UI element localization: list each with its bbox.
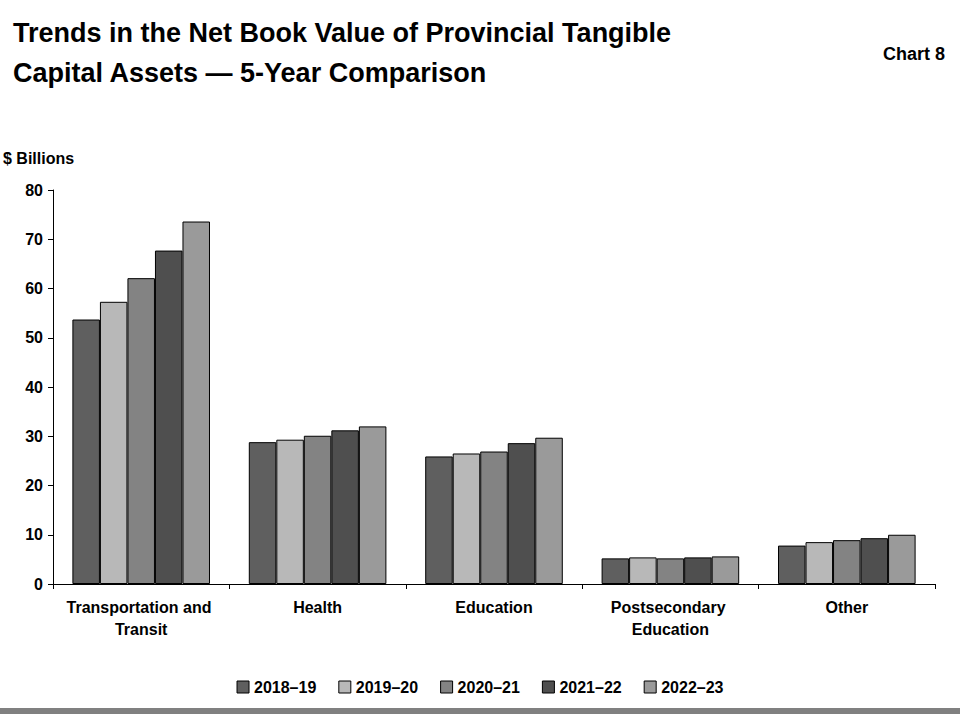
svg-text:0: 0 xyxy=(34,576,43,593)
svg-text:Trends in the Net Book Value o: Trends in the Net Book Value of Provinci… xyxy=(13,18,679,48)
svg-text:30: 30 xyxy=(25,428,43,445)
svg-text:Postsecondary: Postsecondary xyxy=(611,599,730,616)
svg-text:Other: Other xyxy=(825,599,868,616)
svg-text:$ Billions: $ Billions xyxy=(3,150,74,167)
svg-text:40: 40 xyxy=(25,379,43,396)
svg-text:50: 50 xyxy=(25,329,43,346)
svg-text:Chart 8: Chart 8 xyxy=(883,44,945,64)
svg-text:70: 70 xyxy=(25,231,43,248)
svg-text:10: 10 xyxy=(25,526,43,543)
svg-text:80: 80 xyxy=(25,182,43,199)
svg-text:60: 60 xyxy=(25,280,43,297)
svg-text:2021–22: 2021–22 xyxy=(559,679,621,696)
svg-text:Capital Assets — 5-Year Compar: Capital Assets — 5-Year Comparison xyxy=(13,58,486,88)
svg-text:Education: Education xyxy=(455,599,532,616)
svg-text:2020–21: 2020–21 xyxy=(458,679,520,696)
svg-text:2018–19: 2018–19 xyxy=(254,679,316,696)
svg-text:Health: Health xyxy=(293,599,342,616)
svg-text:Transit: Transit xyxy=(115,621,168,638)
svg-text:Education: Education xyxy=(632,621,709,638)
svg-text:2022–23: 2022–23 xyxy=(661,679,723,696)
svg-text:2019–20: 2019–20 xyxy=(356,679,418,696)
svg-text:Transportation and: Transportation and xyxy=(67,599,216,616)
svg-text:20: 20 xyxy=(25,477,43,494)
